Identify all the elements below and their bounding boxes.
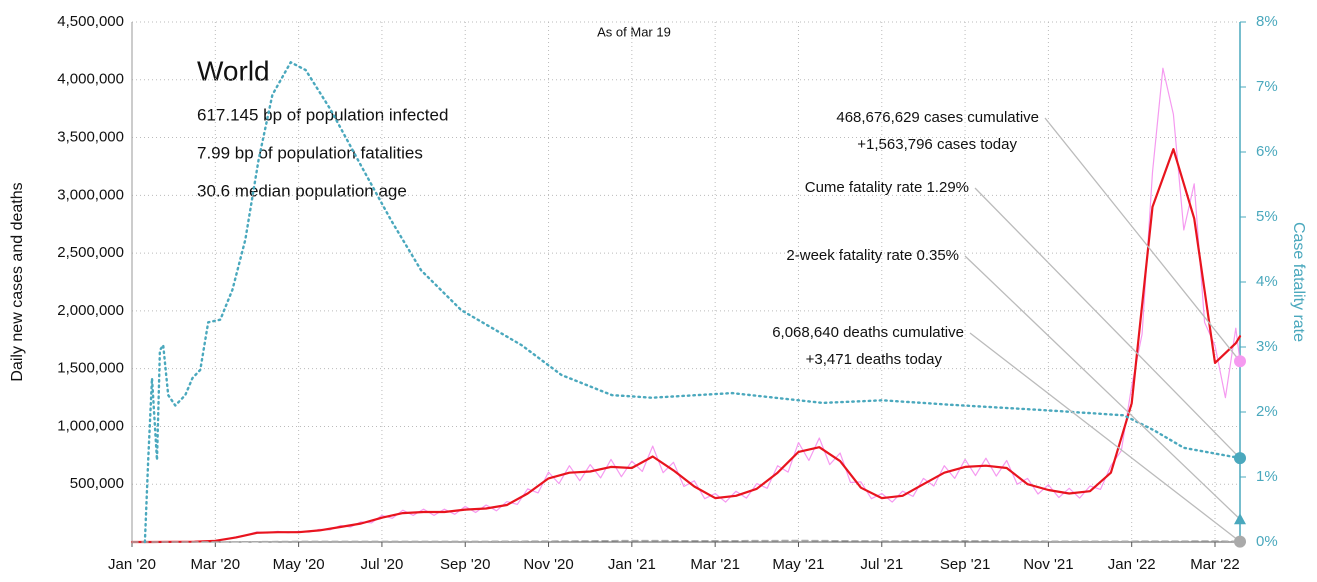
x-tick-label: Jul '21 <box>860 556 903 573</box>
y-tick-label: 2,000,000 <box>57 302 124 319</box>
y2-tick-label: 0% <box>1256 533 1278 550</box>
annotation: +3,471 deaths today <box>806 351 943 368</box>
y2-tick-label: 1% <box>1256 468 1278 485</box>
y2-tick-label: 8% <box>1256 13 1278 30</box>
x-tick-label: May '21 <box>772 556 824 573</box>
leader-line <box>969 332 1241 543</box>
stat: 7.99 bp of population fatalities <box>197 143 423 162</box>
y-tick-label: 3,500,000 <box>57 129 124 146</box>
end-marker <box>1234 452 1246 465</box>
y2-axis-title: Case fatality rate <box>1290 222 1307 342</box>
stat: 617.145 bp of population infected <box>197 105 448 124</box>
y2-tick-label: 5% <box>1256 208 1278 225</box>
annotation: Cume fatality rate 1.29% <box>805 179 969 196</box>
leader-line <box>974 187 1241 459</box>
y-tick-label: 4,500,000 <box>57 13 124 30</box>
end-marker <box>1234 513 1246 525</box>
annotation: 2-week fatality rate 0.35% <box>786 247 959 264</box>
y-tick-label: 3,000,000 <box>57 186 124 203</box>
x-tick-label: Mar '21 <box>690 556 740 573</box>
x-tick-label: Mar '20 <box>191 556 241 573</box>
y-tick-label: 1,500,000 <box>57 360 124 377</box>
y-axis-title: Daily new cases and deaths <box>9 182 26 381</box>
annotation: 468,676,629 cases cumulative <box>836 109 1039 126</box>
x-tick-label: May '20 <box>273 556 325 573</box>
y2-tick-label: 4% <box>1256 273 1278 290</box>
x-tick-label: Jan '21 <box>608 556 656 573</box>
y-tick-label: 1,000,000 <box>57 417 124 434</box>
leader-line <box>1044 117 1241 362</box>
note: As of Mar 19 <box>597 24 671 39</box>
y2-tick-label: 3% <box>1256 338 1278 355</box>
y-tick-label: 2,500,000 <box>57 244 124 261</box>
x-tick-label: Jul '20 <box>360 556 403 573</box>
y2-tick-label: 7% <box>1256 78 1278 95</box>
x-tick-label: Nov '21 <box>1023 556 1073 573</box>
y-tick-label: 500,000 <box>70 475 124 492</box>
x-tick-label: Sep '21 <box>940 556 990 573</box>
series-line <box>130 148 1242 544</box>
annotation: +1,563,796 cases today <box>857 136 1017 153</box>
x-tick-label: Jan '22 <box>1108 556 1156 573</box>
leader-line <box>964 255 1241 520</box>
x-tick-label: Mar '22 <box>1190 556 1240 573</box>
x-tick-label: Sep '20 <box>440 556 490 573</box>
series-line <box>131 539 1241 543</box>
y2-tick-label: 6% <box>1256 143 1278 160</box>
x-tick-label: Nov '20 <box>523 556 573 573</box>
annotation: 6,068,640 deaths cumulative <box>772 324 964 341</box>
y2-tick-label: 2% <box>1256 403 1278 420</box>
chart-title: World <box>197 55 270 86</box>
y-tick-label: 4,000,000 <box>57 71 124 88</box>
x-tick-label: Jan '20 <box>108 556 156 573</box>
end-marker <box>1234 535 1246 548</box>
end-marker <box>1234 355 1246 368</box>
stat: 30.6 median population age <box>197 181 407 200</box>
series-line <box>143 61 1242 544</box>
